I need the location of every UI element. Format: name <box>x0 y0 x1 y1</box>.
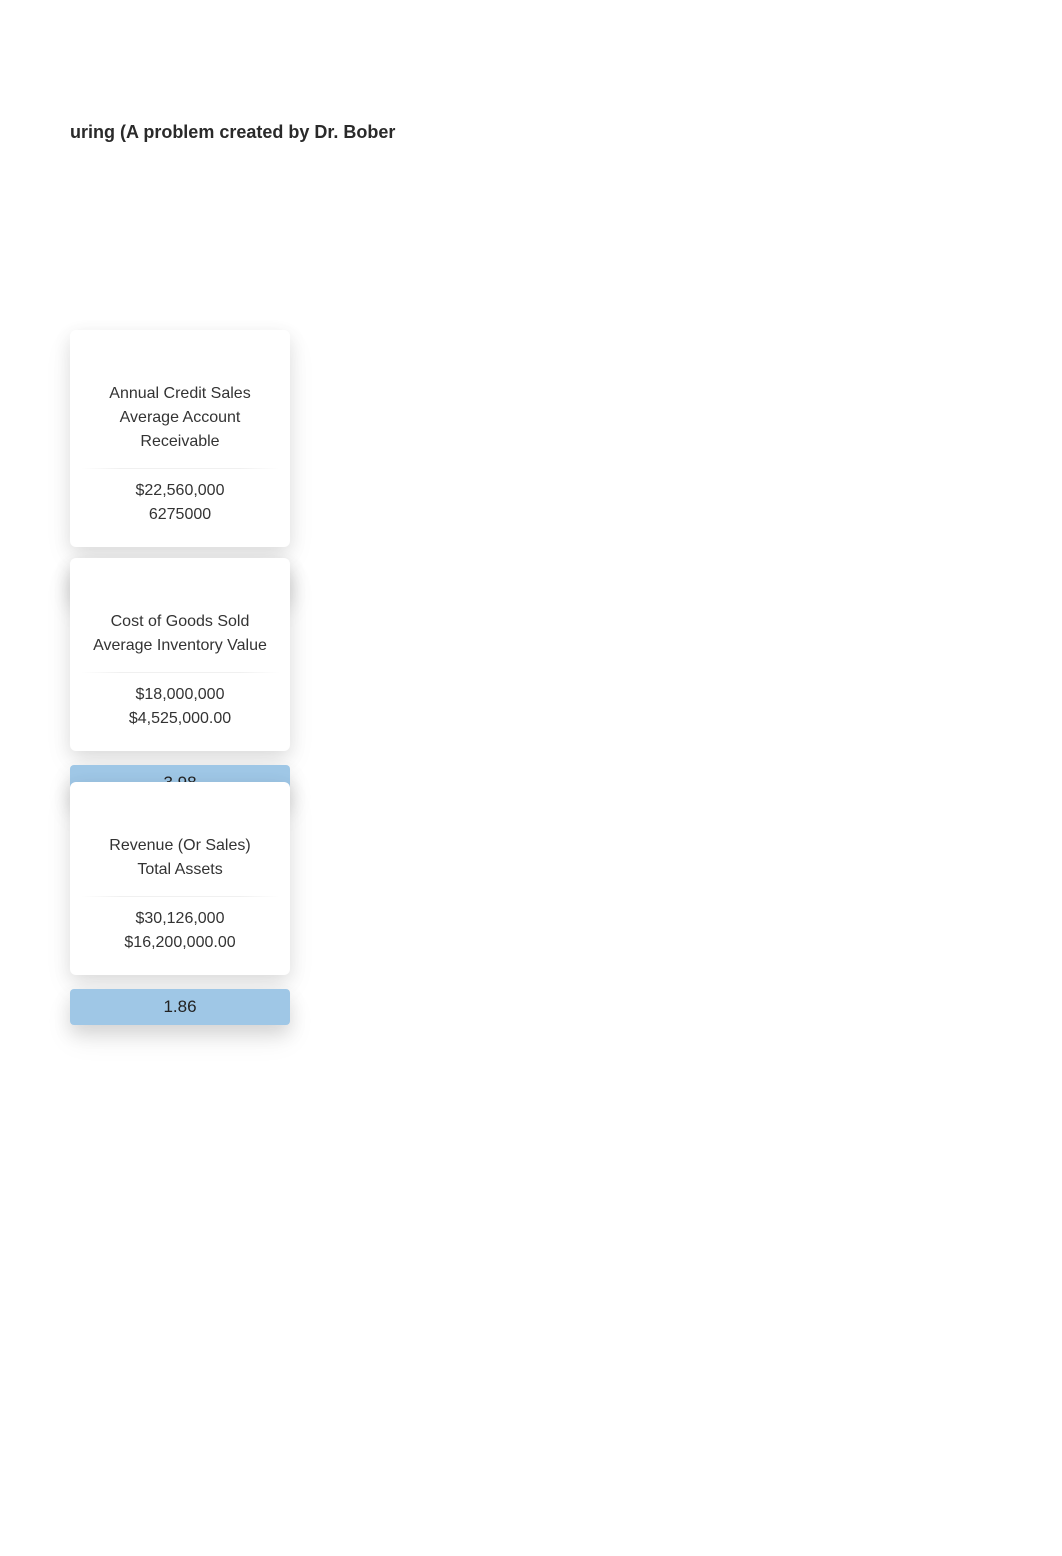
ratio-block-3: Revenue (Or Sales) Total Assets $30,126,… <box>70 782 290 1025</box>
denominator-value: $4,525,000.00 <box>78 707 282 731</box>
ratio-values: $30,126,000 $16,200,000.00 <box>78 907 282 955</box>
divider <box>80 468 280 469</box>
denominator-value: 6275000 <box>78 503 282 527</box>
numerator-value: $30,126,000 <box>78 907 282 931</box>
denominator-label: Average Inventory Value <box>78 634 282 658</box>
page-title: uring (A problem created by Dr. Bober <box>70 122 395 143</box>
numerator-label: Revenue (Or Sales) <box>78 834 282 858</box>
numerator-value: $18,000,000 <box>78 683 282 707</box>
ratio-card: Revenue (Or Sales) Total Assets $30,126,… <box>70 782 290 975</box>
numerator-value: $22,560,000 <box>78 479 282 503</box>
ratio-labels: Cost of Goods Sold Average Inventory Val… <box>78 610 282 658</box>
denominator-value: $16,200,000.00 <box>78 931 282 955</box>
ratio-values: $18,000,000 $4,525,000.00 <box>78 683 282 731</box>
numerator-label: Annual Credit Sales <box>78 382 282 406</box>
numerator-label: Cost of Goods Sold <box>78 610 282 634</box>
denominator-label: Total Assets <box>78 858 282 882</box>
ratio-labels: Revenue (Or Sales) Total Assets <box>78 834 282 882</box>
ratio-card: Annual Credit Sales Average Account Rece… <box>70 330 290 547</box>
ratio-card: Cost of Goods Sold Average Inventory Val… <box>70 558 290 751</box>
ratio-block-2: Cost of Goods Sold Average Inventory Val… <box>70 558 290 801</box>
ratio-block-1: Annual Credit Sales Average Account Rece… <box>70 330 290 597</box>
ratio-values: $22,560,000 6275000 <box>78 479 282 527</box>
ratio-labels: Annual Credit Sales Average Account Rece… <box>78 382 282 454</box>
result-value: 1.86 <box>70 989 290 1025</box>
divider <box>80 896 280 897</box>
denominator-label: Average Account Receivable <box>78 406 282 454</box>
divider <box>80 672 280 673</box>
